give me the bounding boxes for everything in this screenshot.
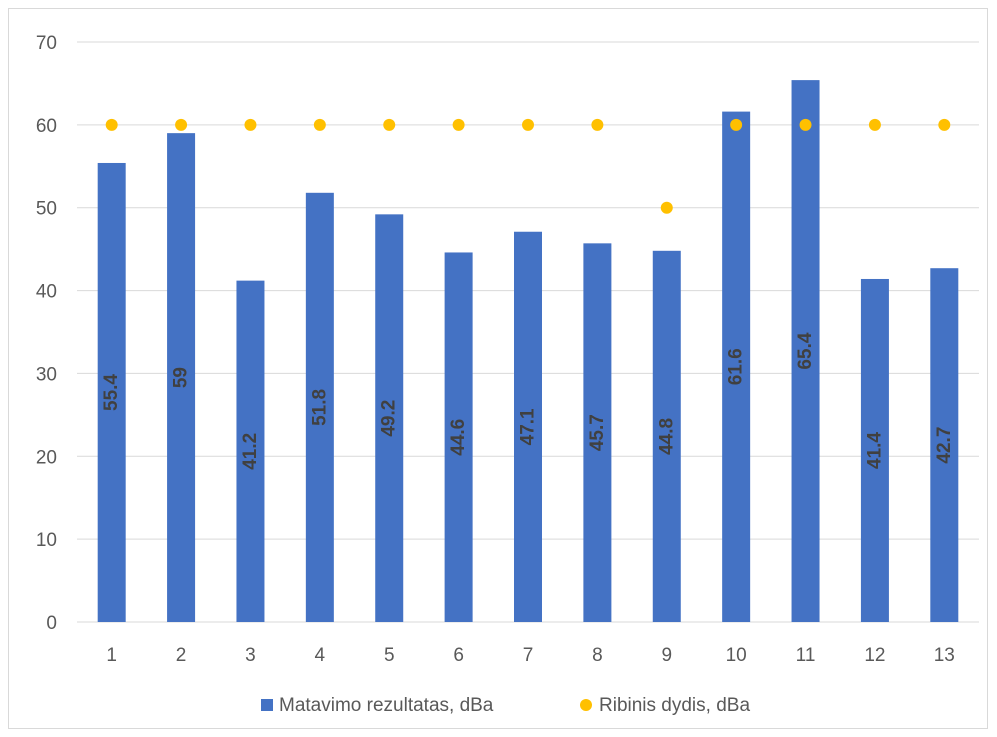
limit-point: [244, 118, 257, 131]
limit-point: [868, 118, 881, 131]
data-label: 44.6: [448, 419, 469, 456]
x-tick-label: 1: [106, 645, 117, 666]
chart-area: 55.4 59 41.2 51.8 49.2 44.6 47.1 45.7 44.8 61.6 65…: [8, 8, 988, 729]
x-tick-label: 12: [864, 645, 885, 666]
x-tick-label: 13: [934, 645, 955, 666]
x-tick-label: 7: [523, 645, 534, 666]
bar: [375, 214, 404, 623]
limit-point: [383, 118, 396, 131]
legend: Matavimo rezultatas, dBa Ribinis dydis, …: [261, 695, 750, 716]
x-tick-label: 4: [315, 645, 326, 666]
data-labels: 55.4 59 41.2 51.8 49.2 44.6 47.1 45.7 44.8 61.6 65…: [101, 332, 955, 470]
y-tick-label: 70: [36, 33, 57, 54]
bar: [860, 278, 889, 622]
data-label: 59: [171, 367, 192, 388]
bar: [305, 192, 334, 623]
legend-label-dot: Ribinis dydis, dBa: [599, 695, 750, 716]
limit-points: [105, 118, 951, 214]
data-label: 45.7: [587, 414, 608, 451]
x-tick-label: 5: [384, 645, 395, 666]
x-tick-label: 10: [726, 645, 747, 666]
bar: [652, 250, 681, 623]
x-tick-label: 3: [245, 645, 256, 666]
y-tick-label: 0: [46, 613, 57, 634]
data-label: 61.6: [726, 348, 747, 385]
limit-point: [452, 118, 465, 131]
legend-label-bar: Matavimo rezultatas, dBa: [279, 695, 494, 716]
x-tick-label: 6: [453, 645, 464, 666]
x-tick-label: 8: [592, 645, 603, 666]
x-tick-label: 2: [176, 645, 187, 666]
limit-point: [938, 118, 951, 131]
y-tick-label: 10: [36, 530, 57, 551]
data-label: 55.4: [101, 374, 122, 411]
bar: [444, 252, 473, 622]
bar: [514, 231, 542, 622]
y-tick-label: 40: [36, 282, 57, 303]
limit-point: [105, 118, 118, 131]
bar: [97, 162, 126, 622]
data-label: 47.1: [518, 408, 539, 445]
data-label: 49.2: [379, 400, 400, 437]
bar: [722, 111, 751, 622]
x-tick-label: 9: [661, 645, 672, 666]
data-label: 41.2: [240, 433, 261, 470]
y-tick-label: 50: [36, 199, 57, 220]
data-label: 51.8: [309, 389, 330, 426]
y-tick-label: 60: [36, 116, 57, 137]
limit-point: [591, 118, 604, 131]
x-tick-label: 11: [796, 645, 816, 666]
y-tick-label: 20: [36, 447, 57, 468]
bar: [930, 268, 959, 622]
legend-swatch-bar: [261, 699, 273, 711]
limit-point: [660, 201, 673, 214]
limit-point: [522, 118, 534, 131]
data-label: 42.7: [934, 427, 955, 464]
bar: [583, 243, 612, 623]
y-tick-label: 30: [36, 364, 57, 385]
bars: [97, 80, 959, 623]
data-label: 65.4: [795, 332, 816, 369]
data-label: 44.8: [656, 418, 677, 455]
limit-point: [175, 118, 188, 131]
limit-point: [313, 118, 326, 131]
bar: [791, 80, 820, 623]
limit-point: [730, 118, 743, 131]
limit-point: [799, 118, 812, 131]
bar: [236, 280, 265, 622]
bar: [167, 133, 196, 622]
data-label: 41.4: [864, 432, 885, 469]
legend-swatch-dot: [580, 699, 592, 711]
